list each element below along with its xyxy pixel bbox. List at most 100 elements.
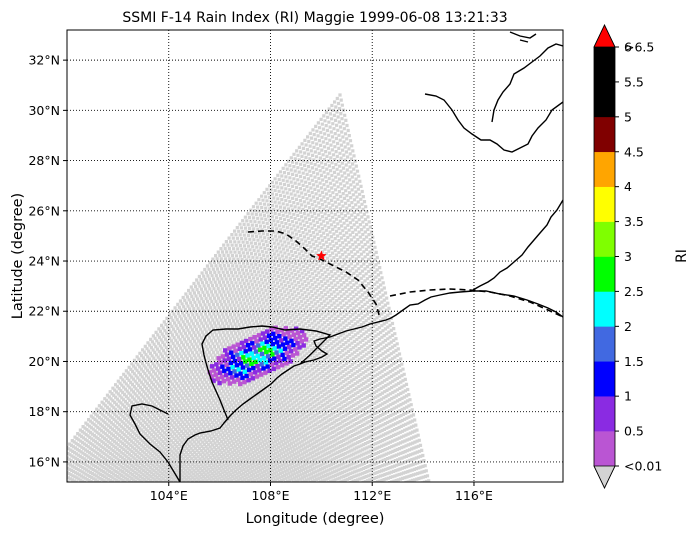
rain-pixel [272, 356, 277, 361]
rain-pixel [209, 374, 214, 379]
rain-pixel [280, 363, 285, 368]
rain-pixels [207, 325, 309, 387]
rain-pixel [238, 381, 243, 387]
coastline-inland-north [472, 199, 563, 291]
lon-tick-label: 108°E [251, 488, 289, 503]
rain-pixel [303, 337, 309, 342]
rain-pixel [284, 350, 290, 356]
rain-pixel [290, 353, 296, 358]
rain-pixel [263, 360, 269, 365]
rain-pixel [283, 326, 289, 331]
rain-pixel [283, 336, 288, 341]
rain-pixel [279, 328, 284, 333]
colorbar-label: RI [674, 249, 690, 263]
rain-pixel [295, 341, 300, 346]
map-frame [66, 29, 564, 483]
rain-pixel [263, 370, 268, 375]
coastline-peninsula [129, 403, 181, 482]
colorbar-tick-label: 1.5 [624, 354, 644, 369]
lon-tick-label: 104°E [150, 488, 188, 503]
rain-pixel [276, 344, 282, 349]
rain-pixel [240, 375, 245, 381]
colorbar-tick-label: 5 [624, 109, 632, 124]
rain-pixel [228, 360, 233, 366]
lat-tick-label: 18°N [28, 404, 60, 419]
rain-pixel [246, 367, 252, 373]
rain-pixel [269, 362, 275, 367]
rain-pixel [247, 347, 253, 352]
rain-pixel [278, 348, 283, 353]
colorbar-tick-label: 6 [624, 40, 632, 55]
x-axis-label: Longitude (degree) [246, 511, 385, 527]
rain-pixel [250, 376, 255, 381]
rain-pixel [251, 345, 257, 350]
rain-pixel [244, 373, 249, 379]
rain-pixel [249, 361, 254, 367]
rain-pixel [230, 354, 236, 360]
rain-pixel [287, 344, 292, 350]
colorbar-tick-label: >6.5 [624, 40, 654, 55]
rain-pixel [251, 365, 256, 371]
rain-pixel [282, 356, 287, 362]
rain-pixel [264, 349, 269, 355]
rain-pixel [278, 358, 283, 364]
rain-pixel [285, 330, 290, 335]
colorbar-tick-label: 3.5 [624, 214, 644, 229]
rain-pixel [246, 378, 251, 383]
colorbar-tick-label: 3 [624, 249, 632, 264]
rain-pixel [250, 341, 255, 346]
storm-track-east [389, 288, 563, 318]
colorbar-tick-label: 2.5 [624, 284, 644, 299]
rain-pixel [225, 377, 231, 382]
colorbar-segment [594, 221, 615, 257]
rain-pixel [257, 357, 262, 363]
rain-pixel [285, 340, 290, 345]
coastlines [129, 31, 563, 482]
rain-pixel [211, 378, 216, 383]
rain-pixel [265, 364, 270, 369]
rain-pixel [260, 341, 265, 346]
rain-pixel [255, 364, 260, 369]
rain-pixel [281, 332, 286, 337]
rain-pixel [226, 366, 231, 372]
rain-pixel [291, 342, 296, 348]
rain-pixel [220, 364, 225, 369]
rain-pixel [242, 369, 248, 374]
coastline-gulf [201, 325, 332, 421]
rain-pixel [221, 379, 226, 384]
rain-pixel [207, 370, 212, 375]
rain-pixel [219, 374, 225, 380]
rain-pixel [266, 333, 272, 338]
rain-pixel [254, 339, 259, 344]
rain-pixel [254, 374, 260, 379]
rain-pixel [266, 354, 271, 359]
rain-pixel [299, 339, 304, 344]
rain-pixel [280, 342, 286, 347]
rain-pixel [301, 333, 307, 338]
rain-pixel [287, 334, 292, 339]
rain-pixel [248, 336, 253, 342]
rain-pixel [275, 364, 281, 370]
rain-pixel [238, 371, 243, 376]
rain-pixel [218, 360, 223, 365]
rain-pixel [224, 352, 230, 357]
rain-pixel [264, 339, 269, 345]
rain-pixel [235, 352, 240, 358]
rain-pixel [215, 376, 220, 382]
rain-pixel [288, 349, 294, 354]
rain-pixel [280, 352, 285, 358]
rain-pixel [259, 351, 265, 357]
colorbar-segment [594, 256, 615, 292]
rain-pixel [227, 346, 232, 351]
rain-pixel [226, 356, 232, 361]
rain-pixel [252, 335, 257, 340]
colorbar-tick-label: 0.5 [624, 424, 644, 439]
rain-pixel [230, 365, 235, 370]
rain-pixel [245, 353, 250, 358]
lon-tick-label: 116°E [455, 488, 493, 503]
rain-pixel [271, 366, 276, 372]
rain-pixel [268, 348, 273, 353]
rain-pixel [288, 359, 293, 364]
colorbar-segment [594, 186, 615, 222]
